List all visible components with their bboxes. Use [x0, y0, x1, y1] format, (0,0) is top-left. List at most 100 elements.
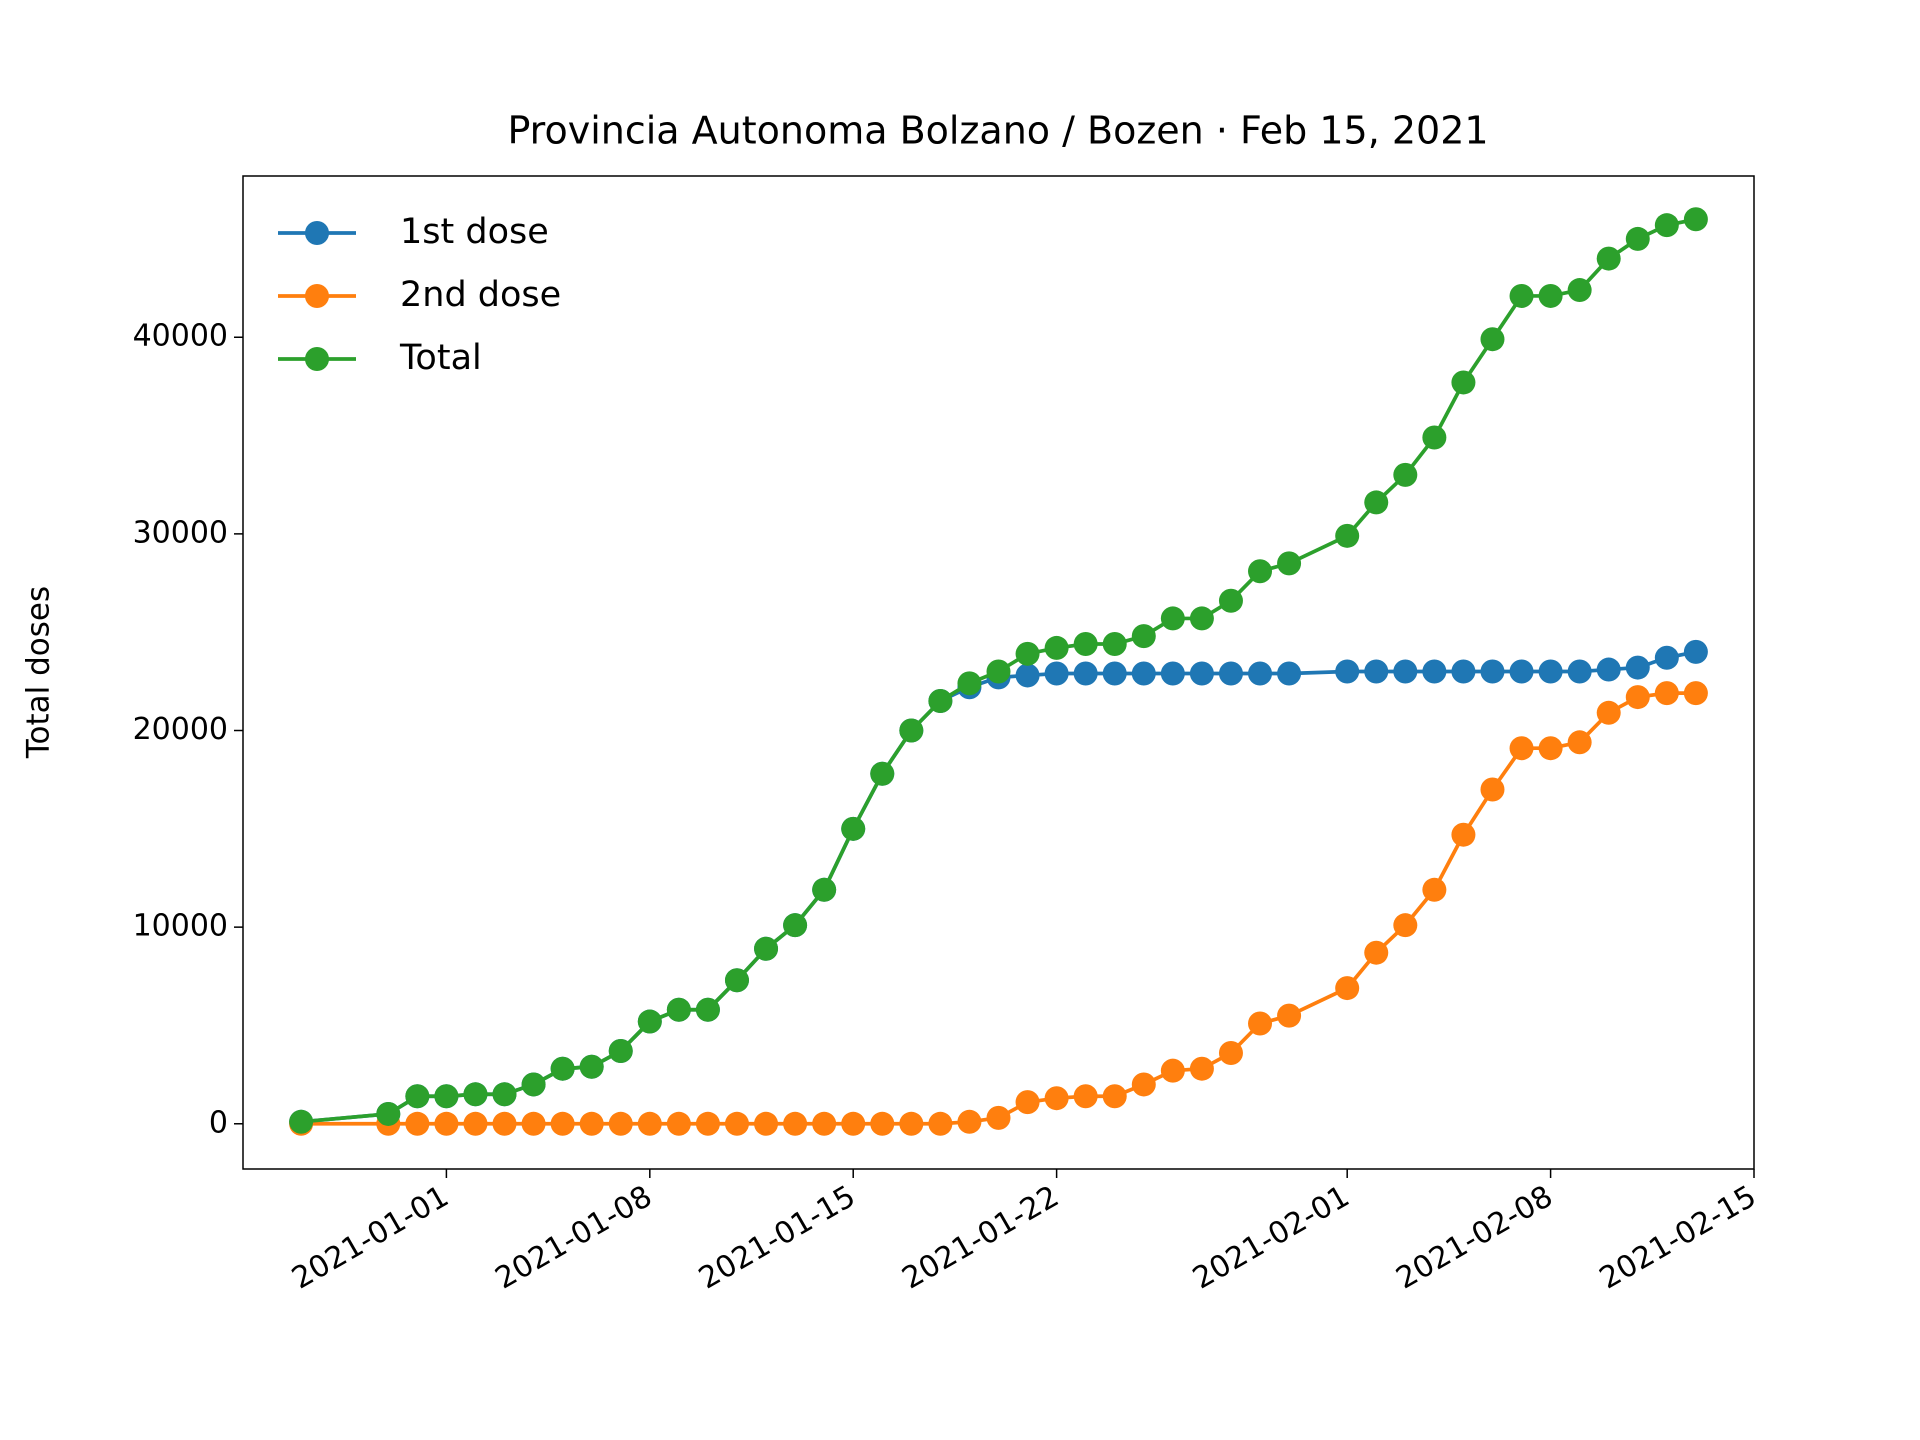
data-point	[1567, 278, 1592, 303]
y-tick-label: 40000	[133, 319, 228, 354]
data-point	[1160, 1058, 1185, 1083]
data-point	[695, 997, 720, 1022]
data-point	[754, 936, 779, 961]
data-point	[1451, 822, 1476, 847]
series-line	[300, 217, 1697, 1124]
data-point	[1073, 631, 1098, 656]
data-point	[1538, 283, 1563, 308]
x-tick-label: 2021-02-15	[1594, 1179, 1762, 1296]
data-point	[1218, 661, 1243, 686]
data-point	[1248, 661, 1273, 686]
data-point	[1654, 213, 1679, 238]
data-point	[899, 1111, 924, 1136]
data-point	[376, 1101, 401, 1126]
data-point	[1509, 659, 1534, 684]
data-point	[1393, 913, 1418, 938]
data-point	[1189, 1056, 1214, 1081]
data-point	[1480, 659, 1505, 684]
data-point	[1335, 523, 1360, 548]
data-point	[1248, 559, 1273, 584]
data-point	[1248, 1011, 1273, 1036]
data-point	[870, 1111, 895, 1136]
legend-marker	[305, 221, 329, 245]
series-line	[300, 650, 1697, 1124]
data-point	[899, 718, 924, 743]
data-point	[550, 1056, 575, 1081]
legend-marker	[305, 347, 329, 371]
data-point	[1683, 207, 1708, 232]
series-line	[301, 691, 1696, 1126]
data-point	[1538, 659, 1563, 684]
plot-frame	[242, 175, 1755, 1170]
data-point	[783, 1111, 808, 1136]
data-point	[1422, 659, 1447, 684]
data-point	[1596, 700, 1621, 725]
data-point	[1015, 641, 1040, 666]
data-point	[1596, 657, 1621, 682]
data-point	[1131, 661, 1156, 686]
data-point	[1480, 777, 1505, 802]
data-point	[1131, 1072, 1156, 1097]
y-tick-label: 0	[209, 1105, 228, 1140]
data-point	[1277, 1003, 1302, 1028]
x-tick-label: 2021-02-01	[1187, 1179, 1355, 1296]
data-point	[1393, 659, 1418, 684]
data-point	[637, 1009, 662, 1034]
data-point	[841, 1111, 866, 1136]
data-point	[1422, 425, 1447, 450]
legend-marker	[305, 284, 329, 308]
data-point	[1218, 588, 1243, 613]
data-point	[986, 1105, 1011, 1130]
legend-label: 2nd dose	[400, 275, 561, 315]
data-point	[405, 1111, 430, 1136]
data-point	[1015, 1090, 1040, 1115]
data-point	[1160, 661, 1185, 686]
data-point	[521, 1111, 546, 1136]
data-point	[1625, 655, 1650, 680]
data-point	[1073, 661, 1098, 686]
data-point	[521, 1072, 546, 1097]
data-point	[1044, 661, 1069, 686]
data-point	[1131, 624, 1156, 649]
data-point	[928, 1111, 953, 1136]
data-point	[492, 1111, 517, 1136]
data-point	[812, 877, 837, 902]
data-point	[724, 968, 749, 993]
data-point	[289, 1109, 314, 1134]
data-point	[1393, 462, 1418, 487]
data-point	[492, 1082, 517, 1107]
data-point	[1364, 940, 1389, 965]
data-point	[812, 1111, 837, 1136]
data-point	[1364, 659, 1389, 684]
data-point	[579, 1054, 604, 1079]
data-point	[1625, 685, 1650, 710]
data-point	[463, 1111, 488, 1136]
data-point	[1422, 877, 1447, 902]
data-point	[1015, 663, 1040, 688]
data-point	[754, 1111, 779, 1136]
data-point	[666, 997, 691, 1022]
data-point	[1567, 730, 1592, 755]
data-point	[1683, 639, 1708, 664]
data-point	[1335, 976, 1360, 1001]
data-point	[1335, 659, 1360, 684]
data-point	[870, 761, 895, 786]
data-point	[608, 1039, 633, 1064]
data-point	[1625, 226, 1650, 251]
y-tick-label: 20000	[133, 712, 228, 747]
x-tick-label: 2021-01-15	[693, 1179, 861, 1296]
data-point	[463, 1082, 488, 1107]
data-point	[1102, 661, 1127, 686]
data-point	[1538, 736, 1563, 761]
data-point	[1044, 635, 1069, 660]
data-point	[783, 913, 808, 938]
legend-label: 1st dose	[400, 212, 549, 252]
data-point	[1654, 645, 1679, 670]
y-axis-label: Total doses	[21, 586, 57, 759]
data-point	[695, 1111, 720, 1136]
data-point	[1451, 370, 1476, 395]
data-point	[1073, 1084, 1098, 1109]
data-point	[666, 1111, 691, 1136]
data-point	[1160, 606, 1185, 631]
